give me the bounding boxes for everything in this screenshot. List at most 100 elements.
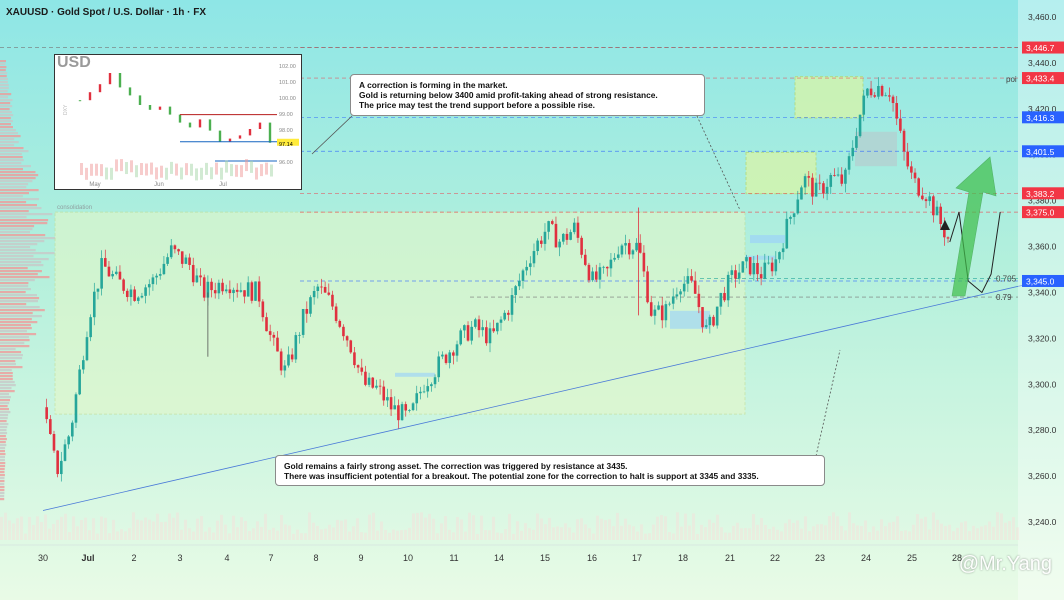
candle-body [254,281,257,301]
inset-candle [118,73,122,88]
candle-body [92,291,96,318]
candle-body [433,377,437,385]
volume-bar [424,517,427,540]
inset-volume-bar [180,167,183,180]
candle-body [177,249,180,252]
candle-body [550,221,554,224]
price-level-tag [1022,111,1064,124]
inset-volume-bar [220,167,223,180]
inset-candle [198,119,202,128]
candle-body [657,305,660,310]
volume-bar [624,518,627,540]
volume-bar [676,512,679,540]
x-tick-label: 25 [907,553,917,563]
volume-bar [344,519,347,540]
candle-body [921,195,924,200]
candle-body [690,276,693,281]
volume-profile-bar [0,444,7,447]
volume-bar [984,525,987,540]
volume-profile-bar [0,231,30,234]
candle-body [441,354,444,357]
candle-body [389,397,393,410]
volume-bar [380,521,383,540]
volume-bar [384,529,387,540]
inset-volume-bar [100,164,103,177]
candle-body [67,436,70,445]
volume-bar [880,519,883,540]
candle-body [367,377,371,385]
volume-profile-bar [0,393,9,396]
volume-bar [756,524,759,540]
volume-bar [308,512,311,540]
volume-bar [728,532,731,540]
volume-bar [604,520,607,540]
volume-bar [952,531,955,540]
candle-body [210,281,213,291]
volume-bar [568,527,571,540]
volume-bar [840,525,843,540]
volume-bar [608,519,611,540]
volume-profile-bar [0,450,5,453]
volume-profile-bar [0,486,5,489]
volume-bar [708,519,711,540]
candle-body [455,344,459,356]
volume-bar [372,512,375,540]
volume-bar [796,520,799,540]
volume-bar [720,527,723,540]
inset-candle [258,122,262,129]
candle-body [298,334,301,336]
volume-bar [584,524,587,540]
candle-body [745,257,748,262]
volume-profile-bar [0,294,37,297]
volume-bar [724,532,727,540]
volume-bar [124,531,127,540]
candle-body [873,95,877,97]
candle-body [558,241,561,248]
volume-bar [808,531,811,540]
volume-profile-bar [0,438,7,441]
overlays-layer: 0.705 0.79 poi [42,75,1042,511]
y-tick-label: 3,280.0 [1028,425,1057,435]
volume-profile-bar [0,195,23,198]
volume-profile-bar [0,276,50,279]
fvg-zone [670,310,710,329]
volume-profile-bar [0,243,38,246]
volume-bar [628,524,631,540]
volume-profile-bar [0,468,5,471]
volume-bar [472,515,475,540]
candle-body [437,356,441,378]
inset-volume-bar [240,165,243,178]
volume-bar [784,523,787,540]
volume-bar [240,517,243,540]
volume-bar [760,518,763,540]
inset-volume-bar [205,162,208,175]
candle-body [822,183,825,194]
inset-volume-bar [90,163,93,176]
volume-profile-bar [0,366,23,369]
x-tick-label: 11 [449,553,458,563]
candle-body [609,259,613,269]
volume-profile-bar [0,237,56,240]
volume-bar [480,515,483,540]
volume-bar [400,530,403,540]
volume-profile-bar [0,63,6,66]
candle-body [129,289,133,298]
y-tick-label: 3,440.0 [1028,58,1057,68]
y-tick-label: 3,420.0 [1028,104,1057,114]
candle-body [693,280,697,294]
volume-bar [340,520,343,540]
inset-chart: 102.00 101.00 100.00 99.00 98.00 97.14 96.00 Ma… [54,54,302,190]
candle-body [866,88,869,96]
inset-volume-bar [95,163,98,176]
candle-body [166,257,169,264]
inset-volume-bar [235,164,238,177]
inset-candle [158,106,162,110]
volume-profile-bar [0,489,5,492]
volume-bar [328,524,331,540]
volume-profile-bar [0,423,9,426]
candle-body [411,403,415,411]
candle-body [268,331,272,335]
volume-profile-bar [0,183,29,186]
candle-body [833,175,836,176]
inset-candle [128,87,132,96]
